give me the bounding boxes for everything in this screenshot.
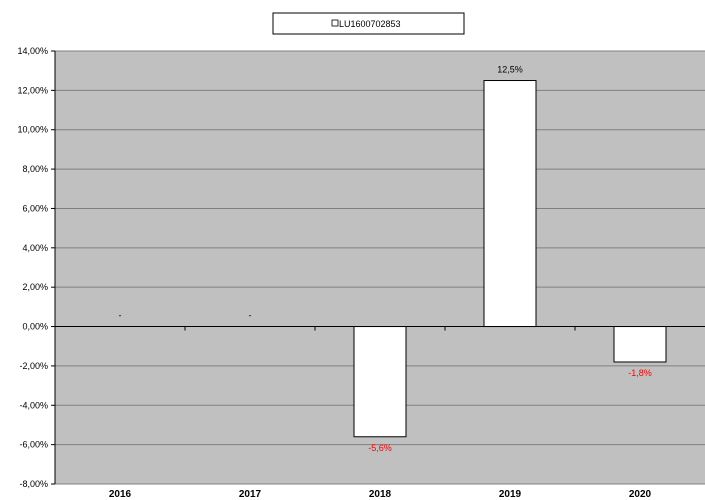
- bar-2019: [483, 80, 537, 328]
- y-tick-label: 10,00%: [17, 125, 48, 135]
- x-axis: 2016 2017 2018 2019 2020: [55, 326, 705, 500]
- legend-label: LU1600702853: [339, 19, 401, 29]
- data-label: 12,5%: [497, 65, 523, 75]
- x-tick-label: 2017: [239, 489, 262, 500]
- x-tick-label: 2018: [369, 489, 392, 500]
- x-tick-label: 2020: [629, 489, 652, 500]
- y-tick-label: 2,00%: [22, 282, 48, 292]
- y-tick-label: 4,00%: [22, 243, 48, 253]
- data-label: -: [249, 311, 252, 321]
- legend: LU1600702853: [272, 12, 465, 35]
- data-label: -5,6%: [368, 443, 392, 453]
- y-tick-label: -4,00%: [19, 400, 48, 410]
- y-axis: 14,00% 12,00% 10,00% 8,00% 6,00% 4,00% 2,00% 0,…: [17, 46, 56, 489]
- data-labels: - - -5,6% 12,5% -1,8%: [119, 65, 652, 453]
- legend-swatch: [331, 19, 339, 27]
- y-tick-label: -8,00%: [19, 479, 48, 489]
- data-label: -: [119, 311, 122, 321]
- y-tick-label: 14,00%: [17, 46, 48, 56]
- bars: [353, 80, 667, 438]
- y-tick-label: 12,00%: [17, 85, 48, 95]
- data-label: -1,8%: [628, 368, 652, 378]
- legend-box: [272, 12, 465, 35]
- y-tick-label: 0,00%: [22, 322, 48, 332]
- x-tick-label: 2016: [109, 489, 132, 500]
- y-tick-label: 8,00%: [22, 164, 48, 174]
- y-tick-label: -6,00%: [19, 440, 48, 450]
- x-tick-label: 2019: [499, 489, 522, 500]
- y-tick-label: 6,00%: [22, 203, 48, 213]
- bar-2018: [353, 326, 407, 438]
- y-tick-label: -2,00%: [19, 361, 48, 371]
- bar-2020: [613, 326, 667, 363]
